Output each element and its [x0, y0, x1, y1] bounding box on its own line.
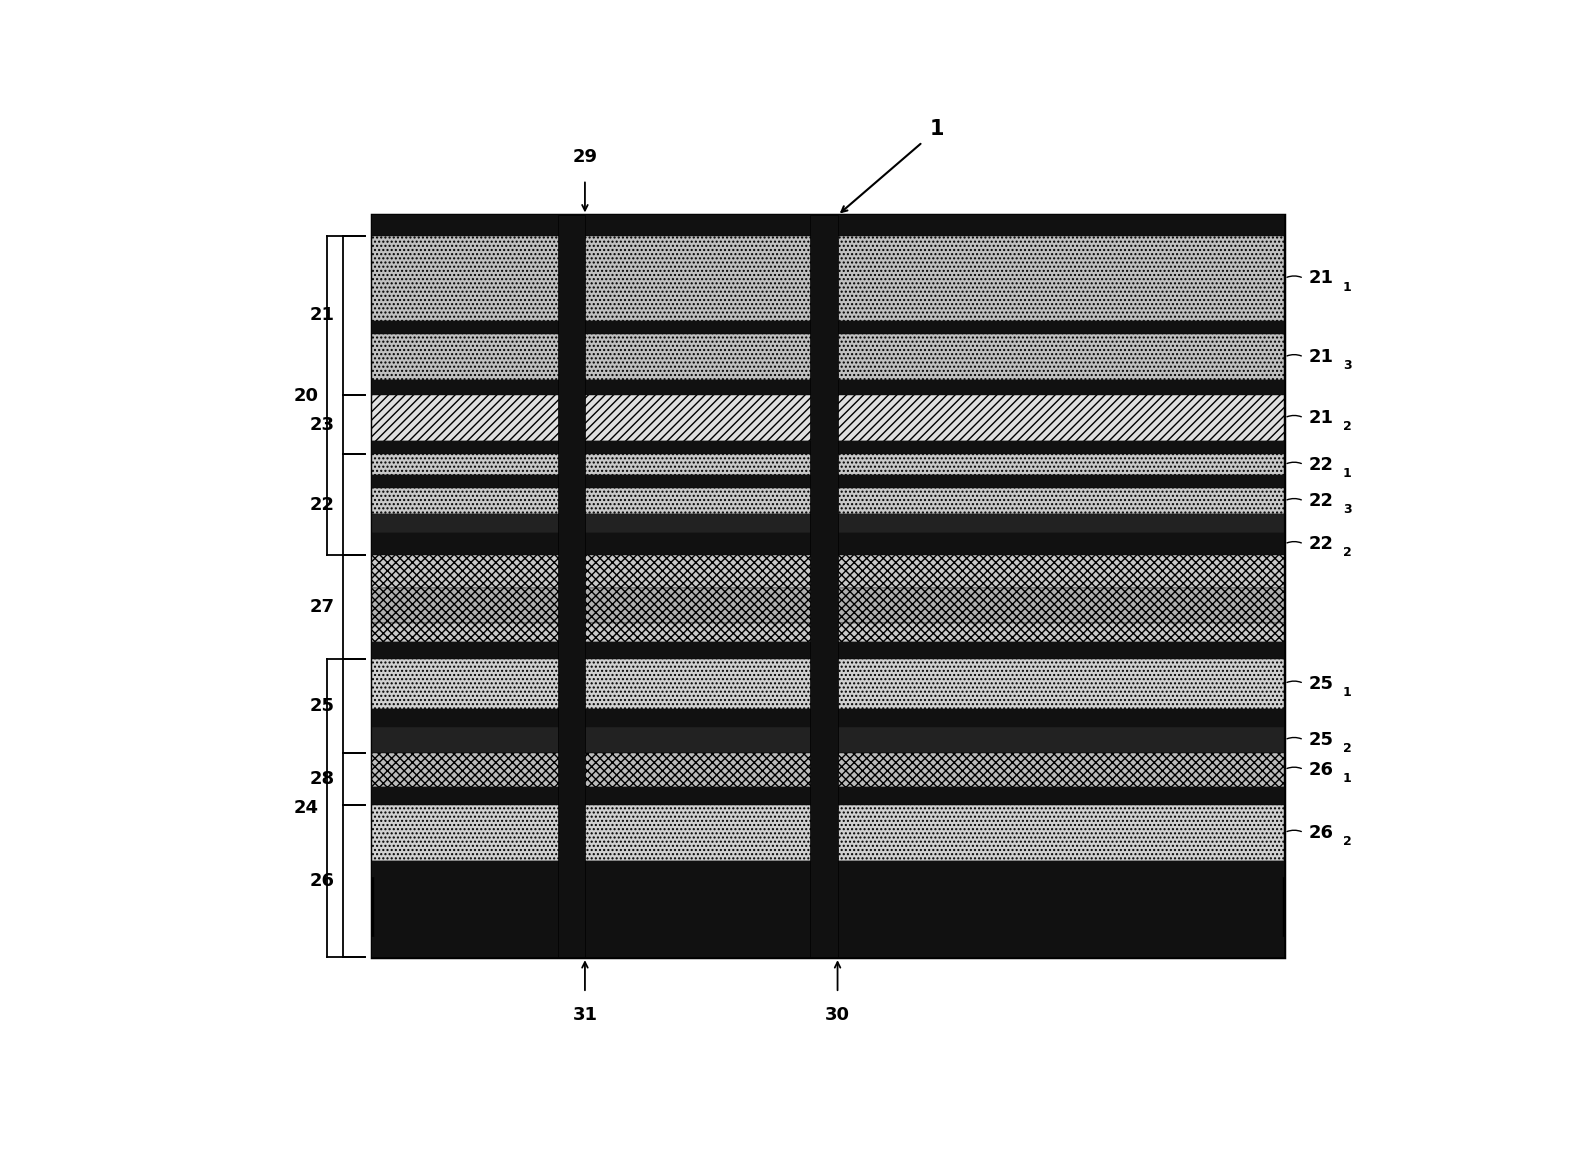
Bar [372, 642, 1285, 659]
Bar [372, 937, 1285, 958]
Text: 30: 30 [825, 1007, 850, 1024]
Text: 2: 2 [1343, 420, 1351, 433]
Text: 22: 22 [1309, 535, 1334, 553]
Bar [810, 215, 838, 958]
Bar [372, 806, 1285, 860]
Text: 3: 3 [1343, 504, 1351, 517]
Bar [372, 334, 1285, 380]
Bar [372, 320, 1285, 334]
Text: 1: 1 [1343, 281, 1351, 294]
Text: 25: 25 [309, 697, 334, 715]
Text: 1: 1 [1343, 467, 1351, 479]
Text: 25: 25 [1309, 731, 1334, 749]
Bar [372, 215, 1285, 958]
Bar [372, 475, 1285, 488]
Bar [372, 533, 1285, 555]
Text: 29: 29 [573, 149, 598, 166]
Text: 21: 21 [1309, 269, 1334, 288]
Text: 22: 22 [1309, 492, 1334, 510]
Bar [372, 787, 1285, 806]
Text: 1: 1 [1343, 686, 1351, 699]
Text: 23: 23 [309, 416, 334, 433]
Bar [372, 454, 1285, 475]
Bar [372, 555, 1285, 587]
Text: 26: 26 [1309, 760, 1334, 779]
Text: 24: 24 [293, 799, 319, 817]
Text: 22: 22 [1309, 455, 1334, 474]
Text: 28: 28 [309, 770, 334, 788]
Bar [372, 514, 1285, 533]
Bar [372, 587, 1285, 623]
Bar [372, 708, 1285, 727]
Text: 22: 22 [309, 496, 334, 513]
Bar [372, 753, 1285, 787]
Text: 2: 2 [1343, 742, 1351, 756]
Text: 31: 31 [573, 1007, 598, 1024]
Bar [372, 860, 1285, 878]
Text: 26: 26 [309, 872, 334, 890]
Bar [372, 488, 1285, 514]
Text: 1: 1 [930, 120, 945, 139]
Bar [372, 380, 1285, 395]
Text: 2: 2 [1343, 547, 1351, 560]
Bar [372, 236, 1285, 320]
Text: 27: 27 [309, 598, 334, 616]
Text: 20: 20 [293, 387, 319, 405]
Text: 26: 26 [1309, 823, 1334, 842]
Text: 2: 2 [1343, 835, 1351, 848]
Bar [372, 441, 1285, 454]
Text: 21: 21 [309, 307, 334, 324]
Bar [372, 727, 1285, 753]
Bar [372, 215, 1285, 236]
Text: 3: 3 [1343, 360, 1351, 373]
Bar [372, 395, 1285, 441]
Text: 1: 1 [1343, 772, 1351, 785]
Bar [372, 623, 1285, 642]
Bar [372, 659, 1285, 708]
Bar [557, 215, 585, 958]
Text: 25: 25 [1309, 675, 1334, 692]
Text: 21: 21 [1309, 409, 1334, 427]
Text: 21: 21 [1309, 348, 1334, 366]
